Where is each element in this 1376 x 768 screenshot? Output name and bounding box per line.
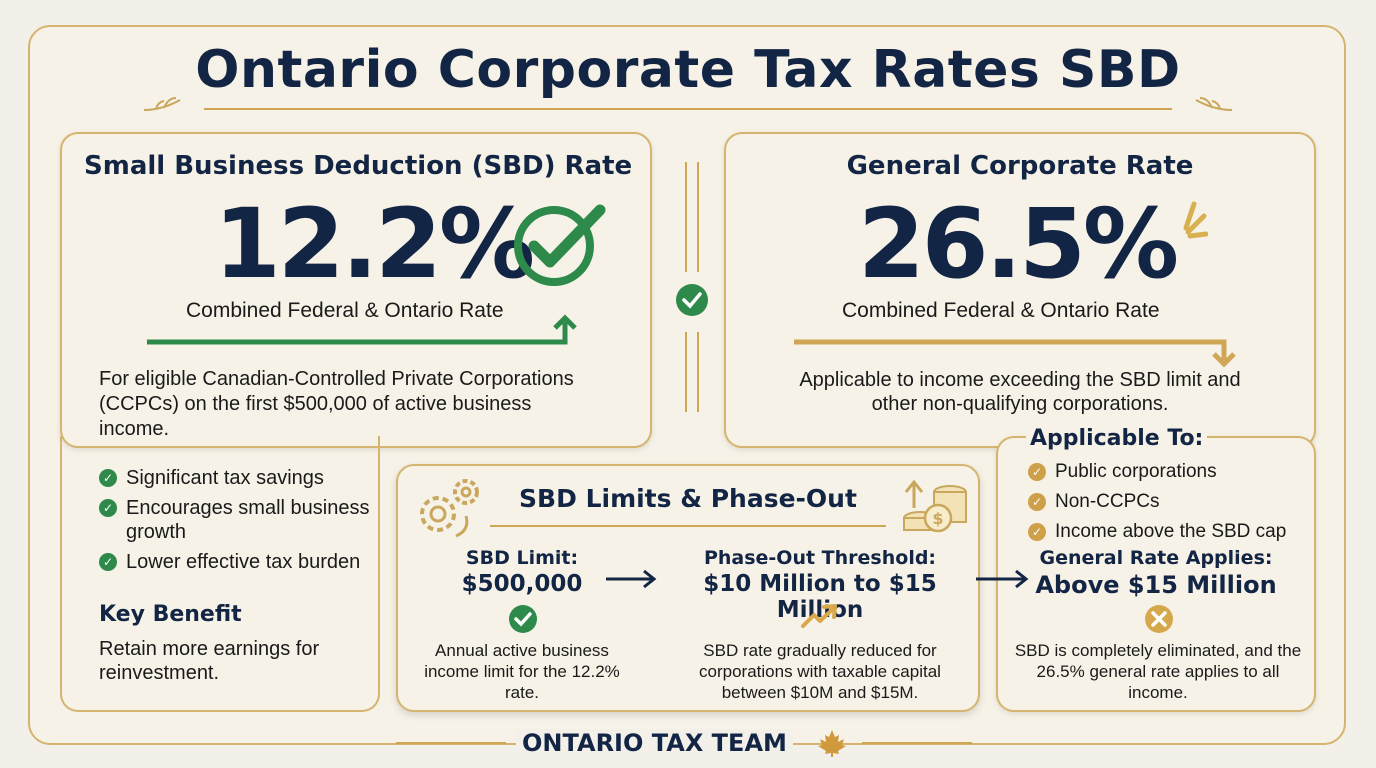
check-circle-icon: [508, 604, 538, 639]
applicable-list: ✓ Public corporations ✓ Non-CCPCs ✓ Inco…: [1028, 460, 1313, 544]
general-applies-label: General Rate Applies:: [1039, 547, 1273, 569]
sbd-heading: Small Business Deduction (SBD) Rate: [84, 151, 633, 181]
general-rate-panel: [724, 132, 1316, 448]
coin-stack-icon: $: [900, 478, 970, 541]
general-rate-value: 26.5%: [858, 188, 1179, 300]
sbd-rate-value: 12.2%: [214, 188, 535, 300]
general-rate-caption: Combined Federal & Ontario Rate: [842, 299, 1160, 322]
benefits-list: ✓ Significant tax savings ✓ Encourages s…: [99, 466, 374, 574]
right-flourish-icon: [1184, 92, 1234, 122]
key-benefit-text: Retain more earnings for reinvestment.: [99, 638, 320, 684]
footer-rule-left: [396, 742, 506, 744]
svg-text:$: $: [932, 509, 943, 528]
list-item: ✓ Significant tax savings: [99, 466, 374, 490]
general-applies-desc: SBD is completely eliminated, and the 26…: [1014, 641, 1302, 702]
sbd-rate-panel: [60, 132, 652, 448]
arrow-right-icon: [974, 568, 1032, 595]
arrow-up-icon: [145, 314, 580, 355]
footer-brand: ONTARIO TAX TEAM: [516, 729, 793, 757]
title-underline: [204, 108, 1172, 110]
applicable-heading: Applicable To:: [1026, 426, 1208, 451]
x-circle-icon: [1144, 604, 1174, 639]
check-icon: ✓: [1028, 493, 1046, 511]
list-item: ✓ Public corporations: [1028, 460, 1313, 484]
maple-leaf-icon: [816, 728, 848, 763]
limits-underline: [490, 525, 886, 527]
left-flourish-icon: [142, 92, 192, 122]
list-item: ✓ Non-CCPCs: [1028, 490, 1313, 514]
gears-icon: [412, 476, 488, 547]
list-item: ✓ Income above the SBD cap: [1028, 520, 1313, 544]
sbd-description: For eligible Canadian-Controlled Private…: [99, 368, 574, 440]
phase-out-desc: SBD rate gradually reduced for corporati…: [699, 641, 941, 702]
check-icon: ✓: [99, 553, 117, 571]
sbd-limit-value: $500,000: [461, 571, 583, 597]
phase-out-label: Phase-Out Threshold:: [703, 547, 937, 569]
sbd-rate-caption: Combined Federal & Ontario Rate: [186, 299, 504, 322]
burst-icon: [1164, 200, 1209, 249]
arrow-down-icon: [792, 330, 1242, 375]
general-heading: General Corporate Rate: [846, 151, 1194, 181]
general-applies-value: Above $15 Million: [1035, 571, 1277, 599]
list-item: ✓ Lower effective tax burden: [99, 550, 374, 574]
sbd-limits-panel: [396, 464, 980, 712]
check-icon: ✓: [1028, 523, 1046, 541]
sbd-benefits-panel: [60, 436, 380, 712]
page-title: Ontario Corporate Tax Rates SBD: [195, 40, 1181, 100]
limits-heading: SBD Limits & Phase-Out: [519, 484, 857, 513]
check-icon: ✓: [99, 469, 117, 487]
check-icon: ✓: [1028, 463, 1046, 481]
general-description: Applicable to income exceeding the SBD l…: [799, 369, 1241, 415]
arrow-right-icon: [604, 568, 660, 595]
list-item: ✓ Encourages small business growth: [99, 496, 374, 544]
center-divider: [672, 162, 712, 427]
sbd-limit-label: SBD Limit:: [465, 547, 579, 569]
check-circle-icon: [512, 202, 608, 293]
check-icon: ✓: [99, 499, 117, 517]
key-benefit-heading: Key Benefit: [99, 602, 242, 627]
sbd-limit-desc: Annual active business income limit for …: [424, 641, 620, 702]
footer-rule-right: [862, 742, 972, 744]
trend-up-icon: [800, 602, 840, 635]
